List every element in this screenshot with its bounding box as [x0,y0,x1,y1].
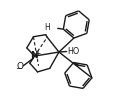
Text: N: N [30,51,37,60]
Text: O: O [17,62,24,71]
Text: −: − [15,64,22,73]
Text: +: + [34,49,41,58]
Text: H: H [44,23,50,32]
Text: HO: HO [67,47,79,55]
